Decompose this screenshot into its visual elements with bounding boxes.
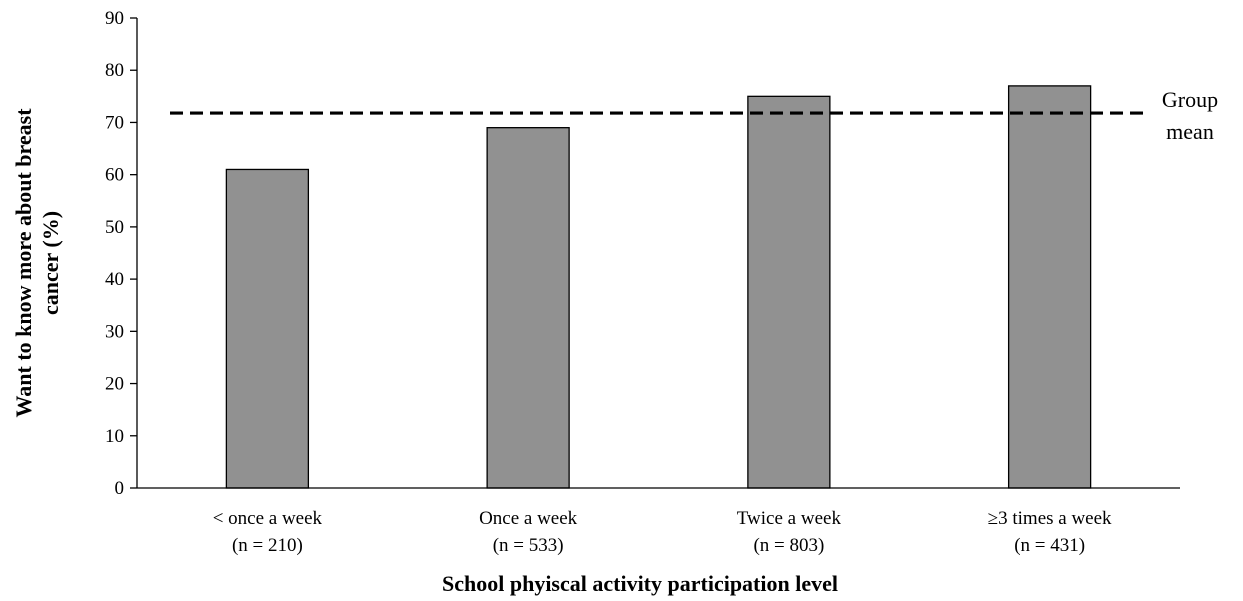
- y-tick-label: 50: [105, 217, 124, 238]
- x-category-label: ≥3 times a week: [988, 508, 1112, 529]
- group-mean-label: Group: [1162, 87, 1218, 112]
- y-axis-title: Want to know more about breast cancer (%): [11, 108, 63, 418]
- x-category-label: (n = 210): [232, 535, 303, 556]
- bar: [486, 127, 570, 489]
- bar: [747, 95, 831, 489]
- x-category-label: (n = 431): [1014, 535, 1085, 556]
- y-tick-label: 40: [105, 269, 124, 290]
- y-tick-label: 60: [105, 165, 124, 186]
- y-axis-title-line: Want to know more about breast: [11, 108, 36, 418]
- group-mean-label: mean: [1166, 119, 1214, 144]
- bar: [1007, 85, 1092, 489]
- y-tick-label: 10: [105, 426, 124, 447]
- y-tick-label: 30: [105, 321, 124, 342]
- x-category-label: < once a week: [213, 508, 323, 529]
- x-category-label: Twice a week: [737, 508, 842, 529]
- y-axis: 0 10 20 30 40 50 60 70 80 90: [105, 8, 138, 499]
- bar: [225, 168, 310, 489]
- group-mean-line: Group mean: [170, 87, 1218, 144]
- y-tick-label: 70: [105, 112, 124, 133]
- x-category-label: Once a week: [479, 508, 578, 529]
- y-tick-label: 90: [105, 8, 124, 29]
- bars: [225, 85, 1092, 489]
- x-category-label: (n = 803): [753, 535, 824, 556]
- y-tick-label: 20: [105, 374, 124, 395]
- x-axis: < once a week (n = 210) Once a week (n = 53…: [137, 487, 1180, 556]
- y-tick-label: 80: [105, 60, 124, 81]
- y-axis-title-line: cancer (%): [38, 211, 63, 315]
- x-axis-title: School phyiscal activity participation l…: [442, 571, 838, 596]
- x-category-label: (n = 533): [493, 535, 564, 556]
- y-tick-label: 0: [115, 478, 125, 499]
